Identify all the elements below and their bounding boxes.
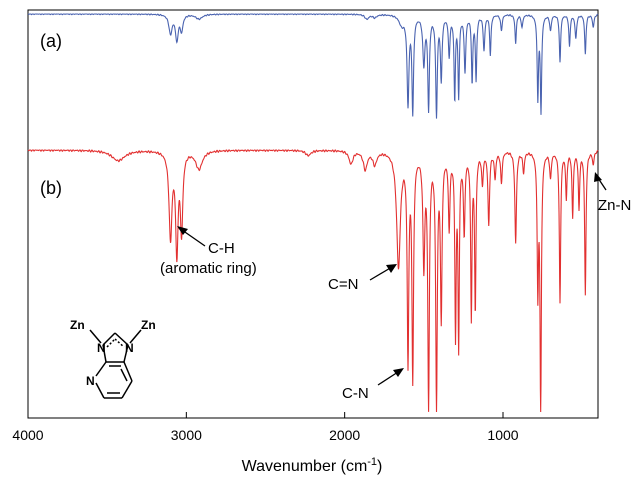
plot-frame xyxy=(27,9,599,419)
x-tick-label: 1000 xyxy=(487,427,518,443)
panel-label-a: (a) xyxy=(40,31,62,51)
annotation-cn-double-arrow xyxy=(369,266,393,281)
x-axis-title-main: Wavenumber (cm xyxy=(242,458,368,475)
series-a-line xyxy=(27,13,599,119)
x-tick-label: 3000 xyxy=(171,427,202,443)
annotation-ch-arrowhead xyxy=(177,226,188,235)
annotation-cn-single-arrow xyxy=(377,371,399,386)
x-tick-label: 4000 xyxy=(12,427,43,443)
molecule-inset xyxy=(89,329,142,399)
annotation-ch-arrow xyxy=(181,229,206,247)
x-axis-title-superscript: -1 xyxy=(367,456,377,468)
molecule-n3: N xyxy=(125,341,134,355)
annotation-cn-single-arrowhead xyxy=(393,368,404,377)
annotation-ch-label: C-H xyxy=(208,240,235,257)
annotation-ch-sublabel: (aromatic ring) xyxy=(160,260,257,277)
annotation-znn-arrowhead xyxy=(594,172,602,182)
molecule-n1: N xyxy=(97,341,106,355)
x-axis-title: Wavenumber (cm-1) xyxy=(242,456,383,475)
molecule-n-pyridine: N xyxy=(86,374,95,388)
x-axis-ticks: 4000 3000 2000 1000 xyxy=(12,412,519,443)
x-tick-label: 2000 xyxy=(329,427,360,443)
annotation-znn-label: Zn-N xyxy=(598,197,631,214)
molecule-zn-right: Zn xyxy=(141,318,156,332)
annotation-cn-single-label: C-N xyxy=(342,385,369,402)
molecule-zn-left: Zn xyxy=(70,318,85,332)
x-axis-title-close: ) xyxy=(377,458,382,475)
panel-label-b: (b) xyxy=(40,178,62,198)
annotation-cn-double-arrowhead xyxy=(386,264,397,273)
annotation-cn-double-label: C=N xyxy=(328,276,358,293)
series-b-line xyxy=(27,149,599,413)
